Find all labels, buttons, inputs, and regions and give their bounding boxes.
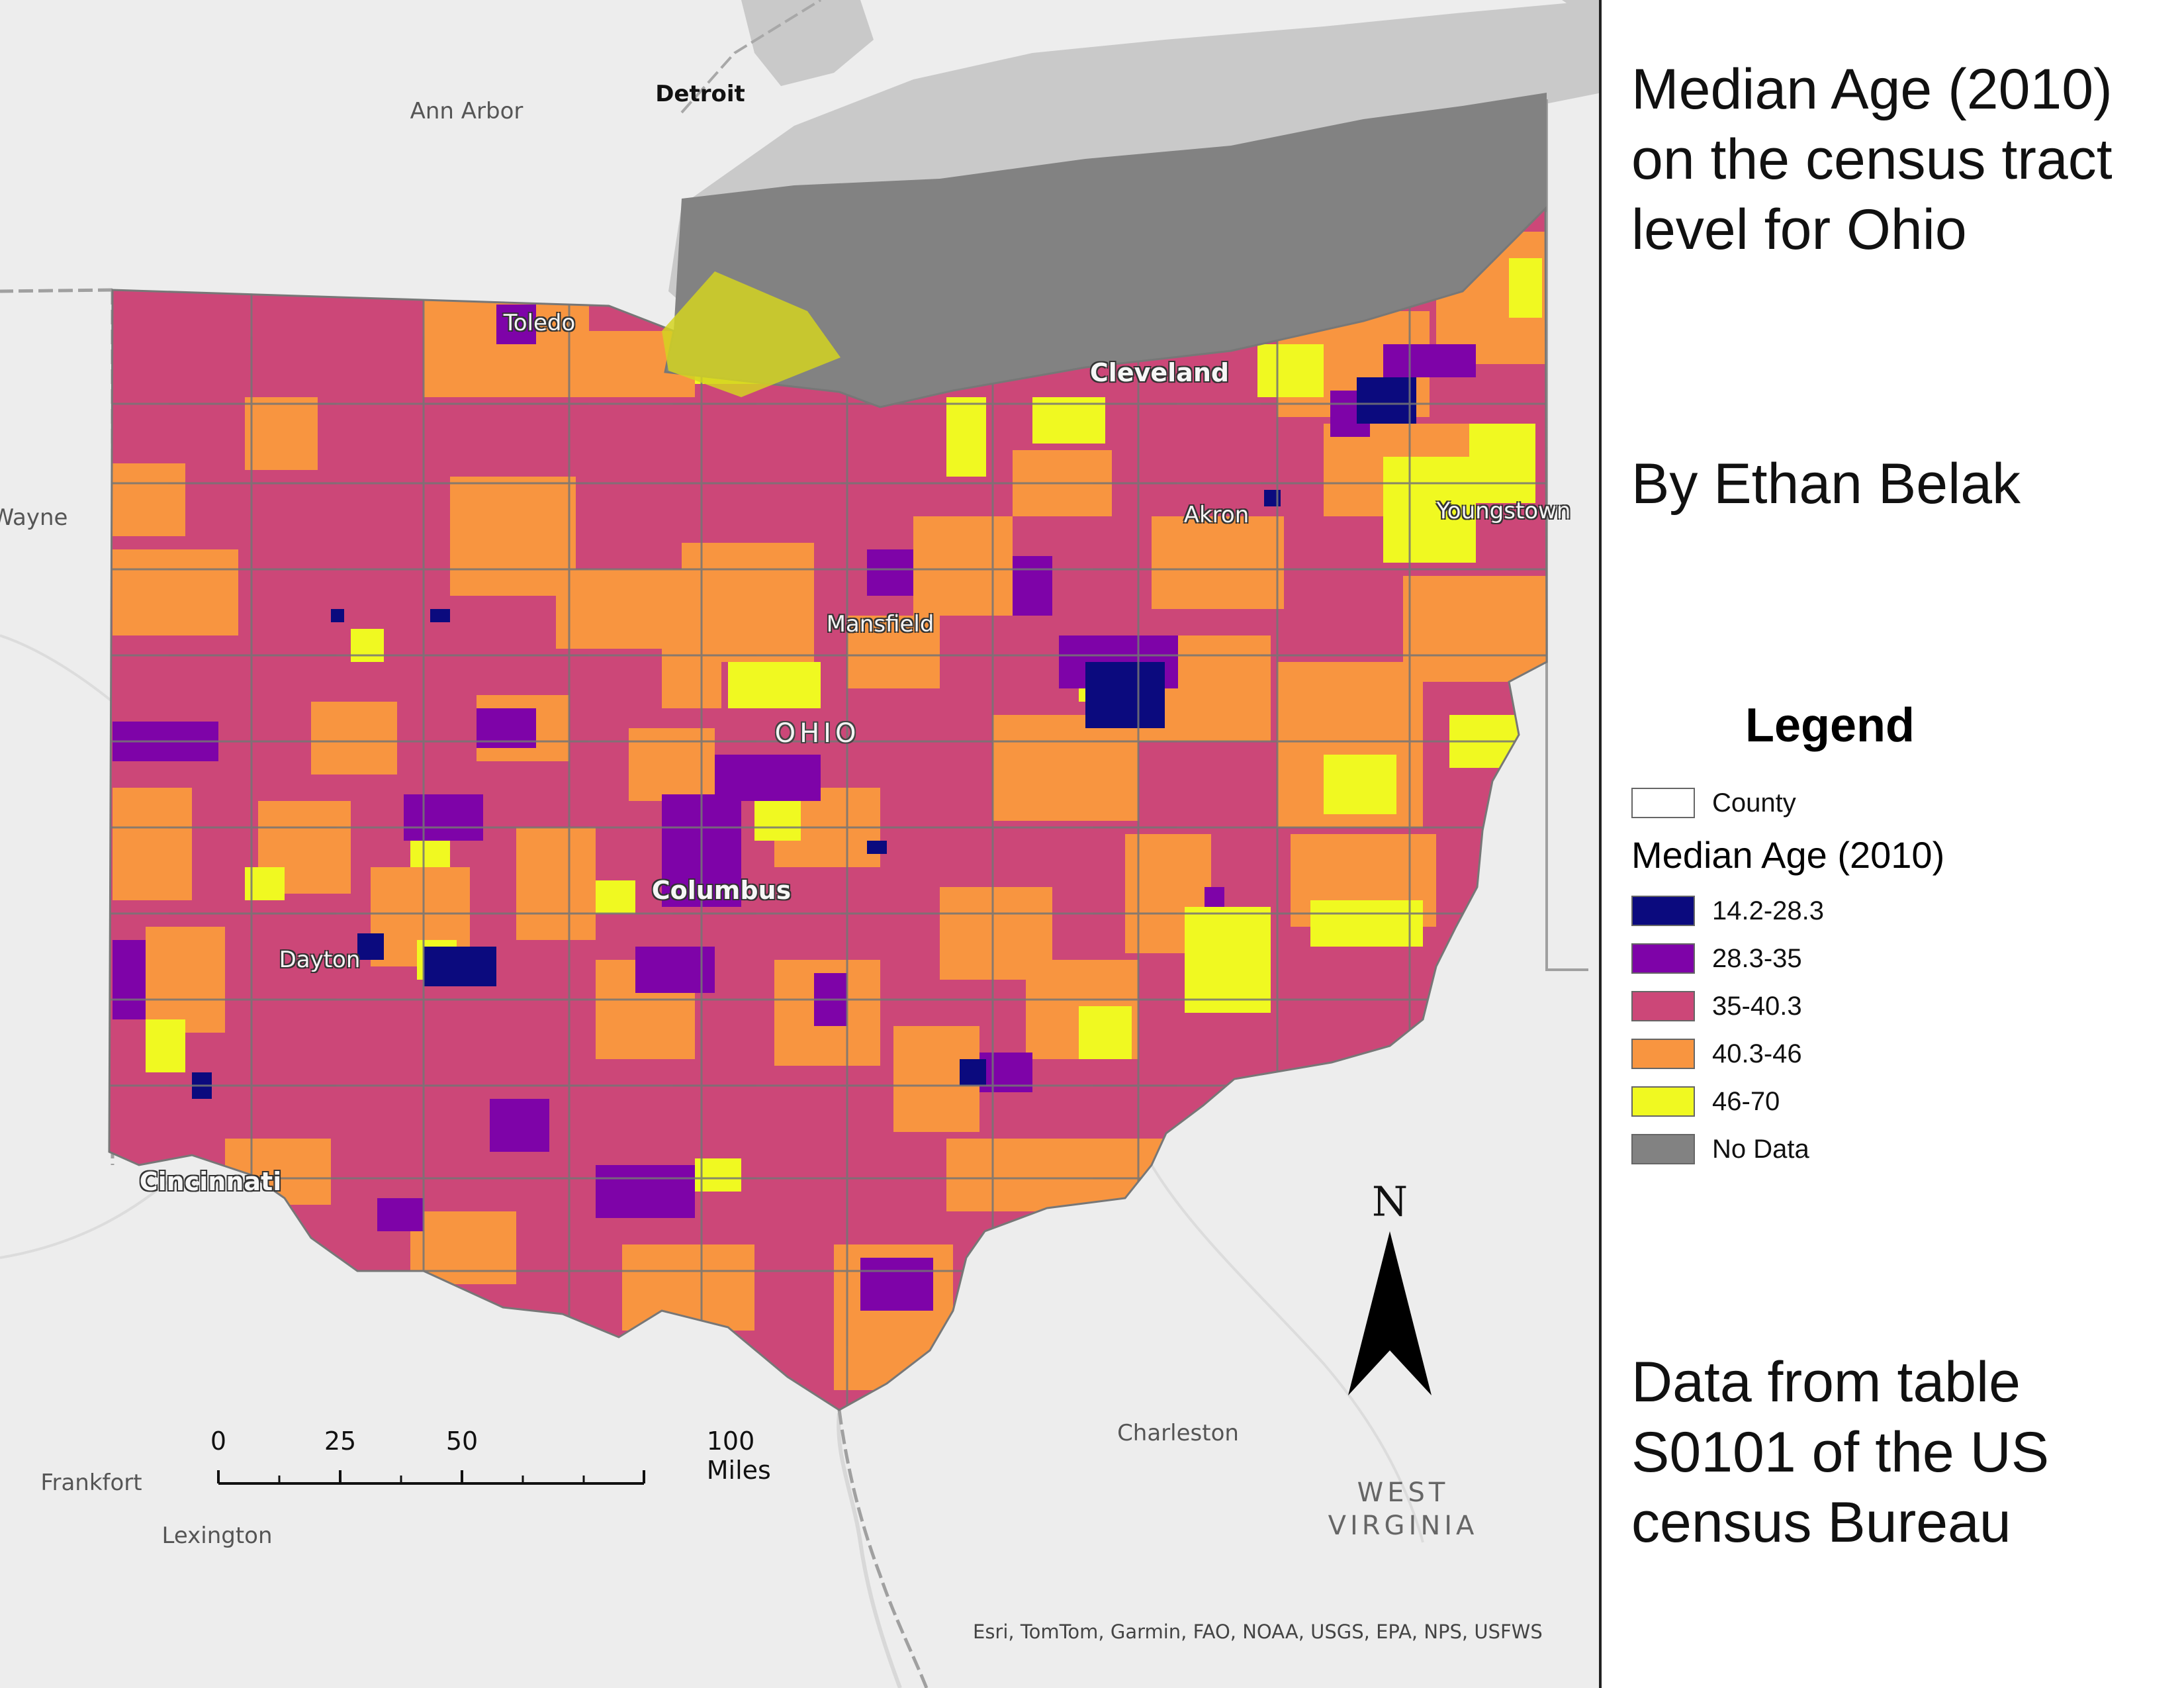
lake-huron-edge (1562, 0, 1599, 25)
legend-swatch (1631, 1134, 1695, 1164)
legend-item: 28.3-35 (1631, 935, 2161, 982)
legend-item-label: 40.3-46 (1712, 1039, 1802, 1068)
legend-swatch (1631, 1086, 1695, 1117)
map-label-frankfort: Frankfort (40, 1470, 142, 1496)
legend-item: 35-40.3 (1631, 982, 2161, 1030)
map-label-ohio: OHIO (774, 718, 860, 749)
map-label-lexington: Lexington (161, 1523, 273, 1549)
legend-county: County (1631, 779, 2161, 827)
legend-item-label: 46-70 (1712, 1086, 1780, 1116)
lake-st-clair (741, 0, 874, 86)
map-label-toledo: Toledo (503, 310, 576, 336)
legend-group-title: Median Age (2010) (1631, 834, 1945, 876)
legend-item-label: 35-40.3 (1712, 991, 1802, 1021)
legend-classes: 14.2-28.3 28.3-35 35-40.3 40.3-46 46-70 No Da… (1631, 887, 2161, 1173)
legend-swatch (1631, 991, 1695, 1021)
map-label-columbus: Columbus (651, 876, 792, 905)
basemap (0, 0, 1599, 1688)
map-label-ann-arbor: Ann Arbor (410, 98, 523, 124)
map-label-akron: Akron (1183, 502, 1250, 528)
map-title: Median Age (2010) on the census tract le… (1631, 58, 2113, 261)
legend-item: 46-70 (1631, 1078, 2161, 1125)
scale-tick-100: 100 Miles (706, 1427, 771, 1485)
map-label-dayton: Dayton (279, 947, 361, 973)
legend-swatch (1631, 896, 1695, 926)
source-note: Data from table S0101 of the US census B… (1631, 1350, 2050, 1554)
map-label-cleveland: Cleveland (1089, 358, 1230, 387)
scale-bar-graphic (217, 1470, 645, 1485)
north-label: N (1371, 1177, 1408, 1226)
map-label-cincinnati: Cincinnati (139, 1167, 282, 1196)
map-label-charleston: Charleston (1117, 1420, 1239, 1446)
map-label-youngstown: Youngstown (1436, 498, 1571, 524)
scale-tick-50: 50 (445, 1427, 478, 1456)
legend-item-label: 14.2-28.3 (1712, 896, 1825, 925)
legend-county-swatch (1631, 788, 1695, 818)
scale-tick-25: 25 (324, 1427, 357, 1456)
legend-item: 40.3-46 (1631, 1030, 2161, 1078)
legend-item: No Data (1631, 1125, 2161, 1173)
author-credit: By Ethan Belak (1631, 452, 2021, 516)
scale-bar: 0 25 50 100 Miles (210, 1427, 771, 1493)
legend-swatch (1631, 943, 1695, 974)
legend-county-label: County (1712, 788, 1796, 818)
map-attribution: Esri, TomTom, Garmin, FAO, NOAA, USGS, E… (973, 1620, 1543, 1643)
scale-tick-0: 0 (210, 1427, 227, 1456)
legend-item-label: No Data (1712, 1134, 1809, 1164)
map-label-wayne: Wayne (0, 504, 68, 531)
legend-title: Legend (1745, 699, 1915, 752)
legend: Legend County Median Age (2010) 14.2-28.… (1631, 698, 2161, 1173)
map-frame[interactable]: Detroit Ann Arbor Wayne Toledo Cleveland… (0, 0, 1602, 1688)
north-arrow-icon (1348, 1231, 1432, 1395)
map-label-west-virginia: WEST VIRGINIA (1328, 1477, 1479, 1541)
legend-item-label: 28.3-35 (1712, 943, 1802, 973)
map-label-detroit: Detroit (655, 81, 745, 107)
map-label-mansfield: Mansfield (826, 611, 934, 637)
legend-swatch (1631, 1039, 1695, 1069)
legend-item: 14.2-28.3 (1631, 887, 2161, 935)
